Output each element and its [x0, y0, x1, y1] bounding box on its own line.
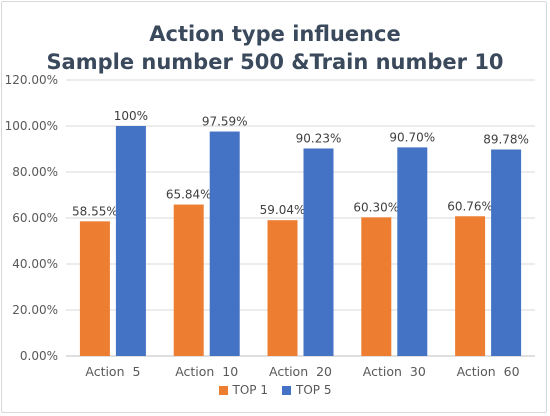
y-tick-label: 20.00% — [12, 303, 58, 317]
data-label: 90.23% — [296, 131, 342, 145]
chart-title-line-1: Action type influence — [149, 22, 401, 46]
bar-top5-4 — [397, 147, 428, 356]
legend-item-top5: TOP 5 — [282, 383, 331, 397]
legend-swatch-top5 — [282, 385, 291, 395]
data-label: 97.59% — [202, 115, 248, 129]
bar-top5-3 — [303, 148, 334, 356]
chart-title-line-2: Sample number 500 &Train number 10 — [46, 50, 504, 74]
bar-top1-3 — [267, 220, 298, 356]
data-label: 90.70% — [389, 130, 435, 144]
data-label: 60.76% — [447, 199, 493, 213]
y-tick-label: 40.00% — [12, 257, 58, 271]
data-label: 59.04% — [260, 203, 306, 217]
y-tick-label: 0.00% — [20, 349, 58, 363]
legend-label-top1: TOP 1 — [232, 383, 268, 397]
x-category-label: Action 5 — [85, 364, 140, 379]
data-label: 58.55% — [72, 204, 118, 218]
bar-top1-4 — [361, 217, 392, 356]
data-label: 100% — [114, 109, 148, 123]
x-category-label: Action 30 — [363, 364, 426, 379]
legend-label-top5: TOP 5 — [296, 383, 332, 397]
y-tick-label: 100.00% — [5, 119, 58, 133]
legend: TOP 1 TOP 5 — [0, 383, 550, 397]
y-tick-label: 120.00% — [5, 73, 58, 87]
data-label: 65.84% — [166, 188, 212, 202]
bar-top5-2 — [209, 131, 240, 356]
y-tick-label: 80.00% — [12, 165, 58, 179]
data-label: 89.78% — [483, 133, 529, 147]
bar-top5-1 — [115, 126, 146, 356]
bar-top1-5 — [455, 216, 486, 356]
legend-swatch-top1 — [218, 385, 228, 395]
x-category-label: Action 60 — [457, 364, 520, 379]
legend-item-top1: TOP 1 — [218, 383, 268, 397]
bar-top1-2 — [173, 204, 204, 356]
x-category-label: Action 10 — [175, 364, 238, 379]
y-tick-label: 60.00% — [12, 211, 58, 225]
bar-top1-1 — [79, 221, 110, 356]
bar-top5-5 — [491, 149, 522, 356]
data-label: 60.30% — [353, 200, 399, 214]
x-category-label: Action 20 — [269, 364, 332, 379]
